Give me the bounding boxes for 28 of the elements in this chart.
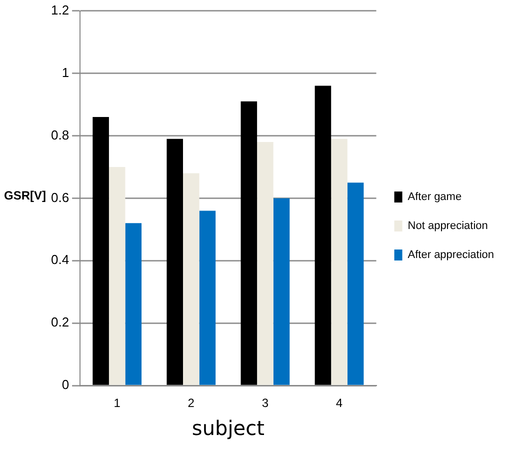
bar (257, 142, 274, 385)
x-tick-label: 1 (114, 396, 121, 410)
bar (108, 166, 126, 385)
y-tick-label: 0.8 (50, 127, 70, 142)
bar (331, 138, 348, 385)
y-tick-label: 1.2 (50, 2, 70, 18)
bar (199, 210, 216, 385)
bar (125, 223, 142, 385)
legend-label: Not appreciation (408, 220, 488, 232)
y-tick-label: 1 (62, 64, 70, 80)
y-tick-label: 0 (62, 377, 70, 392)
y-axis-title: GSR[V] (4, 188, 46, 203)
bar (314, 86, 332, 385)
legend-label: After game (408, 191, 462, 204)
bar (240, 101, 258, 385)
x-tick-label: 3 (262, 396, 269, 410)
y-tick-label: 0.4 (50, 252, 70, 268)
y-tick-label: 0.6 (50, 190, 70, 205)
x-axis-title: subject (192, 416, 265, 440)
y-tick-label: 0.2 (50, 314, 70, 330)
bar (183, 173, 200, 385)
bar (347, 182, 364, 385)
bar (92, 116, 109, 385)
x-tick-label: 4 (336, 396, 343, 410)
legend-label: After appreciation (408, 249, 494, 262)
x-tick-label: 2 (188, 396, 195, 410)
bar (273, 198, 290, 385)
bar (166, 138, 184, 385)
